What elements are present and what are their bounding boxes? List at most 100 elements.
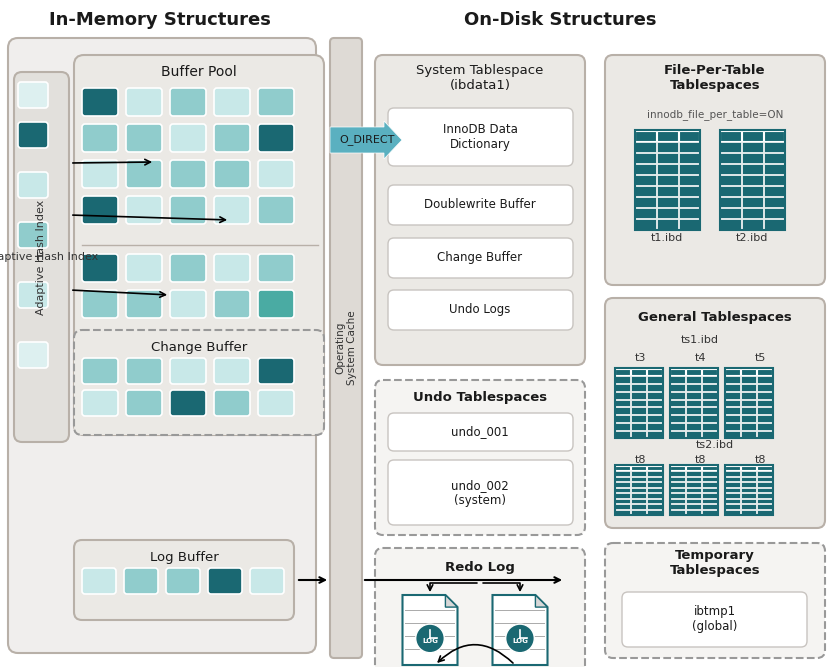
Bar	[741, 368, 756, 376]
FancyBboxPatch shape	[170, 290, 206, 318]
FancyBboxPatch shape	[214, 124, 250, 152]
Bar	[742, 131, 763, 141]
Bar	[647, 510, 662, 514]
FancyBboxPatch shape	[8, 38, 316, 653]
Text: On-Disk Structures: On-Disk Structures	[464, 11, 656, 29]
Bar	[741, 392, 756, 399]
FancyBboxPatch shape	[170, 160, 206, 188]
Bar	[721, 131, 741, 141]
FancyBboxPatch shape	[18, 172, 48, 198]
Bar	[757, 482, 772, 487]
Text: InnoDB Data
Dictionary: InnoDB Data Dictionary	[442, 123, 517, 151]
FancyBboxPatch shape	[388, 108, 573, 166]
Bar	[631, 499, 646, 504]
FancyBboxPatch shape	[74, 55, 324, 435]
FancyBboxPatch shape	[250, 568, 284, 594]
Text: O_DIRECT: O_DIRECT	[339, 135, 395, 145]
Bar	[764, 175, 785, 185]
FancyBboxPatch shape	[214, 160, 250, 188]
Bar	[726, 504, 741, 509]
Bar	[647, 471, 662, 476]
Bar	[616, 415, 631, 422]
FancyBboxPatch shape	[388, 290, 573, 330]
Bar	[702, 499, 717, 504]
Bar	[636, 175, 656, 185]
Bar	[741, 408, 756, 414]
Bar	[616, 494, 631, 498]
Bar	[726, 415, 741, 422]
Text: LOG: LOG	[422, 638, 438, 644]
Bar	[702, 471, 717, 476]
Text: Temporary
Tablespaces: Temporary Tablespaces	[670, 549, 761, 577]
Bar	[686, 488, 701, 492]
Bar	[679, 197, 700, 207]
Bar	[636, 208, 656, 218]
Text: Change Buffer: Change Buffer	[437, 251, 522, 265]
Bar	[702, 477, 717, 481]
Bar	[615, 465, 663, 515]
Bar	[702, 384, 717, 391]
Bar	[726, 384, 741, 391]
Bar	[757, 488, 772, 492]
FancyBboxPatch shape	[388, 460, 573, 525]
FancyBboxPatch shape	[170, 390, 206, 416]
Bar	[721, 186, 741, 196]
Bar	[726, 431, 741, 438]
Bar	[670, 465, 718, 515]
Bar	[671, 510, 686, 514]
Bar	[671, 504, 686, 509]
Bar	[686, 376, 701, 383]
Bar	[616, 466, 631, 470]
FancyBboxPatch shape	[82, 88, 118, 116]
FancyBboxPatch shape	[82, 254, 118, 282]
Bar	[616, 392, 631, 399]
Bar	[726, 376, 741, 383]
Bar	[702, 504, 717, 509]
Bar	[764, 141, 785, 151]
Bar	[686, 392, 701, 399]
Bar	[631, 392, 646, 399]
Bar	[721, 175, 741, 185]
Bar	[671, 482, 686, 487]
FancyBboxPatch shape	[126, 254, 162, 282]
Bar	[616, 376, 631, 383]
FancyBboxPatch shape	[126, 124, 162, 152]
Bar	[741, 423, 756, 430]
FancyBboxPatch shape	[74, 540, 294, 620]
Bar	[679, 219, 700, 229]
Text: t8: t8	[754, 455, 766, 465]
Bar	[721, 141, 741, 151]
Bar	[657, 131, 678, 141]
Polygon shape	[536, 595, 547, 607]
Bar	[631, 415, 646, 422]
Bar	[657, 219, 678, 229]
Bar	[726, 482, 741, 487]
Bar	[721, 164, 741, 174]
Bar	[631, 376, 646, 383]
Bar	[702, 482, 717, 487]
Bar	[615, 368, 663, 438]
FancyBboxPatch shape	[208, 568, 242, 594]
Bar	[757, 408, 772, 414]
Bar	[742, 197, 763, 207]
Bar	[725, 368, 773, 438]
Bar	[726, 499, 741, 504]
Bar	[741, 376, 756, 383]
Bar	[726, 494, 741, 498]
Bar	[757, 466, 772, 470]
Bar	[616, 408, 631, 414]
Bar	[741, 482, 756, 487]
Bar	[679, 131, 700, 141]
Bar	[726, 477, 741, 481]
FancyBboxPatch shape	[82, 568, 116, 594]
Bar	[764, 164, 785, 174]
Bar	[686, 431, 701, 438]
Bar	[741, 477, 756, 481]
Bar	[657, 164, 678, 174]
Bar	[726, 471, 741, 476]
Bar	[686, 408, 701, 414]
Bar	[647, 431, 662, 438]
Text: LOG: LOG	[512, 638, 528, 644]
Bar	[671, 488, 686, 492]
Bar	[631, 488, 646, 492]
